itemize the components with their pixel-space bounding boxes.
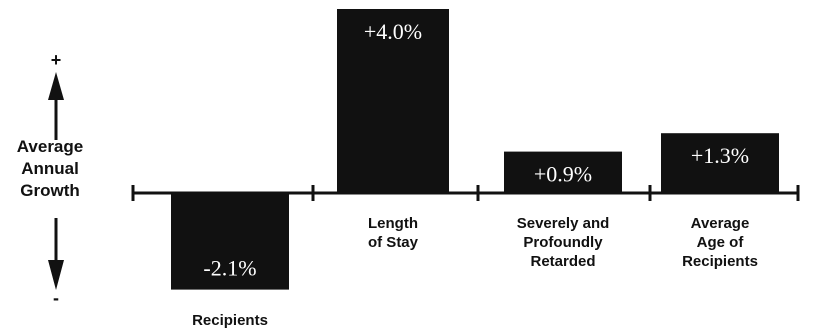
bar-value-label: +4.0% <box>364 19 422 44</box>
bar <box>661 133 779 193</box>
category-label: Length of Stay <box>368 215 419 251</box>
category-label: Recipients <box>192 312 268 329</box>
category-label: Severely and Profoundly Retarded <box>517 215 610 270</box>
category-labels: Recipients Length of Stay Severely and Profo… <box>192 215 758 329</box>
bar <box>504 151 622 193</box>
category-label: Average Age of Recipients <box>682 215 758 270</box>
bar <box>171 193 289 290</box>
bar-value-label: -2.1% <box>203 256 256 281</box>
baseline-axis <box>131 185 800 201</box>
y-axis-title: Average Annual Growth <box>17 137 83 200</box>
up-arrow-icon <box>48 72 64 100</box>
y-axis-indicator: + - Average Annual Growth <box>17 50 83 308</box>
bar-value-label: +1.3% <box>691 143 749 168</box>
axis-plus-label: + <box>51 50 62 70</box>
bar-value-label: +0.9% <box>534 162 592 187</box>
down-arrow-icon <box>48 260 64 290</box>
axis-minus-label: - <box>53 288 59 308</box>
bar <box>337 9 449 193</box>
bars: -2.1% +4.0% +0.9% +1.3% <box>171 9 779 290</box>
